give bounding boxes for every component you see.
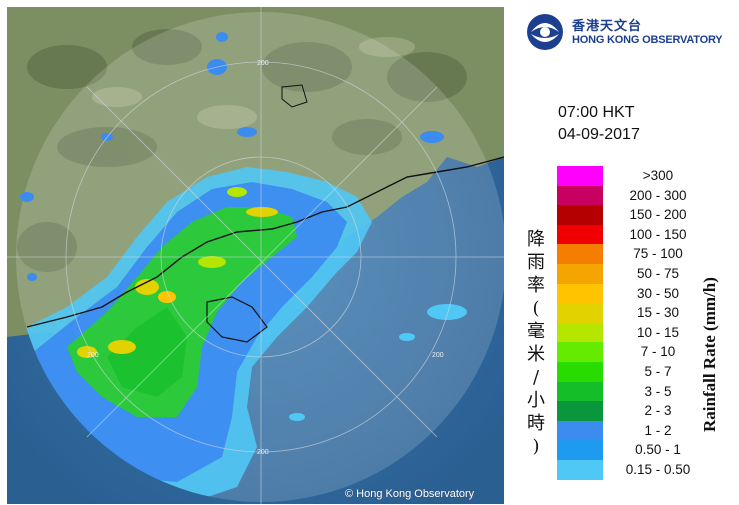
legend-title-zh-char: ( bbox=[532, 298, 540, 319]
hko-emblem-icon bbox=[527, 14, 563, 50]
radar-map-canvas: 200 200 200 200 bbox=[7, 7, 504, 504]
logo-text-zh: 香港天文台 bbox=[572, 19, 643, 34]
hko-logo bbox=[521, 12, 731, 52]
legend-title-zh-char: 米 bbox=[527, 344, 545, 365]
legend-swatch bbox=[557, 224, 603, 245]
legend-title-zh-char: 時 bbox=[527, 413, 545, 434]
legend-title-zh-char: 毫 bbox=[527, 321, 545, 342]
legend-label: 3 - 5 bbox=[644, 383, 672, 399]
legend-label: 75 - 100 bbox=[633, 246, 683, 262]
legend-item: 5 - 7 bbox=[557, 362, 717, 382]
legend-swatch bbox=[557, 322, 603, 343]
legend-label: 1 - 2 bbox=[644, 422, 672, 438]
legend-item: 0.15 - 0.50 bbox=[557, 460, 717, 480]
legend-title-zh-char: 雨 bbox=[527, 252, 545, 273]
legend-label: 30 - 50 bbox=[636, 285, 680, 301]
legend-title-zh-char: 小 bbox=[527, 390, 545, 411]
legend-title-zh-char: ) bbox=[532, 436, 540, 457]
legend-label: 100 - 150 bbox=[629, 226, 687, 242]
legend-item: 30 - 50 bbox=[557, 283, 717, 304]
legend-item: 10 - 15 bbox=[557, 322, 717, 343]
coastline bbox=[26, 156, 504, 328]
legend-swatch bbox=[557, 362, 603, 382]
legend-item: 3 - 5 bbox=[557, 381, 717, 402]
coastline-inner bbox=[206, 296, 268, 343]
legend-item: 15 - 30 bbox=[557, 303, 717, 324]
legend-swatch bbox=[557, 440, 603, 461]
range-label-south: 200 bbox=[257, 449, 269, 456]
range-rings bbox=[7, 7, 504, 504]
island-outline bbox=[281, 84, 308, 108]
legend-label: 7 - 10 bbox=[640, 344, 676, 360]
legend-swatch bbox=[557, 205, 603, 226]
legend-swatch bbox=[557, 342, 603, 363]
legend-swatch bbox=[557, 460, 603, 480]
legend-item: 200 - 300 bbox=[557, 185, 717, 206]
copyright-notice: © Hong Kong Observatory bbox=[345, 488, 475, 500]
legend-label: 50 - 75 bbox=[636, 266, 680, 281]
legend-label: 200 - 300 bbox=[629, 187, 687, 203]
legend-swatch bbox=[557, 420, 603, 441]
legend-item: 7 - 10 bbox=[557, 342, 717, 363]
legend-swatch bbox=[557, 381, 603, 402]
legend-title-zh-char: 降 bbox=[527, 229, 545, 250]
legend-item: 150 - 200 bbox=[557, 205, 717, 226]
observation-date: 04-09-2017 bbox=[558, 126, 640, 143]
legend-label: 10 - 15 bbox=[636, 324, 680, 340]
legend-swatch bbox=[557, 283, 603, 304]
legend-title-zh-char: / bbox=[532, 367, 540, 388]
legend-item: 75 - 100 bbox=[557, 244, 717, 265]
legend-swatch bbox=[557, 264, 603, 284]
legend-label: 150 - 200 bbox=[629, 207, 687, 223]
legend-item: 50 - 75 bbox=[557, 264, 717, 284]
legend-swatch bbox=[557, 401, 603, 422]
land-highlights bbox=[92, 37, 415, 129]
legend-label: >300 bbox=[642, 168, 674, 183]
legend-swatch bbox=[557, 185, 603, 206]
observation-time: 07:00 HKT bbox=[558, 104, 635, 121]
legend-item: 0.50 - 1 bbox=[557, 440, 717, 461]
legend-item: 1 - 2 bbox=[557, 420, 717, 441]
land-texture bbox=[17, 29, 467, 272]
legend-title-zh: 降雨率(毫米 / 小時) bbox=[525, 228, 547, 458]
legend-swatch bbox=[557, 303, 603, 324]
legend-swatch bbox=[557, 244, 603, 265]
legend-swatch bbox=[557, 166, 603, 186]
legend-label: 15 - 30 bbox=[636, 305, 680, 321]
legend-title-zh-char: 率 bbox=[527, 275, 545, 296]
range-labels: 200 200 200 200 bbox=[87, 60, 444, 456]
legend-label: 5 - 7 bbox=[644, 364, 672, 379]
legend-item: 2 - 3 bbox=[557, 401, 717, 422]
legend-label: 2 - 3 bbox=[644, 403, 672, 419]
logo-text-en: HONG KONG OBSERVATORY bbox=[572, 34, 723, 46]
legend-item: >300 bbox=[557, 166, 717, 186]
legend-label: 0.15 - 0.50 bbox=[625, 462, 691, 477]
range-label-north: 200 bbox=[257, 60, 269, 67]
legend-item: 100 - 150 bbox=[557, 224, 717, 245]
legend-label: 0.50 - 1 bbox=[635, 442, 681, 458]
legend-title-en: Rainfall Rate (mm/h) bbox=[700, 277, 719, 432]
range-label-west: 200 bbox=[87, 352, 99, 359]
range-label-east: 200 bbox=[432, 352, 444, 359]
radar-map: 200 200 200 200 bbox=[7, 7, 504, 504]
